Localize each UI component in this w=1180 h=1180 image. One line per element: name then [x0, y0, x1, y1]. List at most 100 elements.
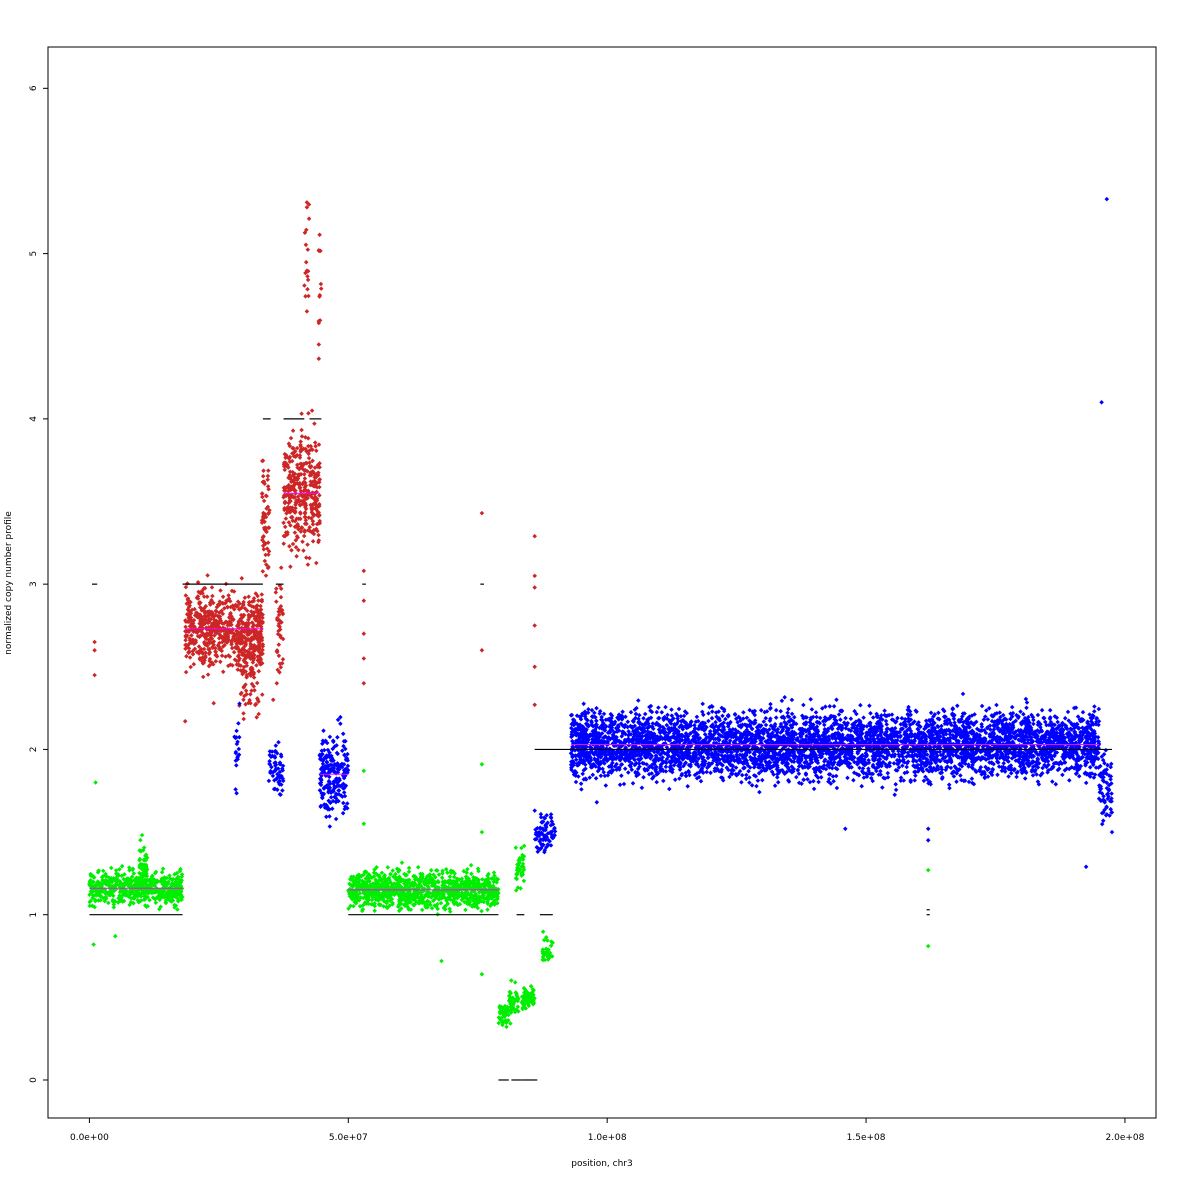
data-point-1204	[239, 576, 245, 581]
data-point-1861	[305, 277, 311, 283]
x-tick-label-0: 0.0e+00	[70, 1133, 109, 1143]
data-point-3143	[406, 869, 412, 875]
data-point-3547	[870, 715, 876, 720]
data-point-771	[220, 594, 226, 600]
data-point-690	[259, 592, 265, 597]
data-point-1796	[317, 493, 322, 498]
data-point-1302	[241, 716, 246, 722]
data-point-781	[210, 593, 215, 599]
data-point-809	[246, 594, 251, 599]
data-point-1895	[234, 763, 239, 768]
data-point-2462	[485, 907, 490, 912]
data-point-4278	[789, 711, 795, 717]
y-tick-label-2: 2	[29, 747, 39, 753]
data-point-2444	[390, 868, 395, 873]
data-point-1445	[278, 594, 284, 600]
data-point-1838	[305, 562, 311, 567]
data-point-1057	[254, 663, 259, 668]
data-point-3353	[521, 878, 527, 884]
data-point-430	[163, 900, 169, 906]
data-point-3083	[385, 865, 391, 870]
data-point-838	[209, 585, 215, 590]
data-point-1834	[307, 555, 312, 561]
data-point-1873	[303, 294, 308, 299]
data-point-1557	[288, 435, 294, 441]
data-point-1407	[266, 552, 271, 557]
x-tick-label-3: 1.5e+08	[847, 1133, 886, 1143]
data-point-1579	[299, 411, 304, 416]
data-point-1388	[265, 473, 271, 479]
data-point-1401	[261, 498, 267, 504]
data-point-2034	[327, 824, 333, 829]
data-point-2431	[415, 864, 421, 870]
data-point-4208	[617, 782, 623, 788]
data-point-902	[242, 595, 248, 600]
data-point-1384	[266, 468, 271, 473]
data-point-1526	[290, 541, 296, 547]
data-point-861	[184, 654, 189, 659]
data-point-2783	[372, 908, 377, 914]
data-point-1530	[312, 440, 318, 445]
data-points	[87, 196, 1115, 1030]
data-point-3686	[794, 774, 799, 780]
data-point-3977	[754, 783, 759, 789]
data-point-1903	[236, 746, 242, 752]
data-point-1118	[218, 588, 223, 593]
data-point-3286	[512, 980, 518, 985]
data-point-1647	[306, 411, 311, 416]
y-tick-label-0: 0	[29, 1077, 39, 1083]
data-point-4864	[1096, 706, 1102, 712]
data-point-1170	[213, 649, 219, 655]
data-point-1167	[205, 573, 210, 578]
data-point-4718	[1055, 719, 1060, 725]
data-point-579	[139, 832, 145, 838]
data-point-1829	[281, 541, 286, 546]
data-point-2094	[340, 731, 346, 737]
data-point-3033	[406, 865, 412, 871]
data-point-1868	[303, 242, 309, 248]
data-point-1467	[274, 586, 279, 591]
data-point-1256	[205, 672, 211, 677]
data-point-2489	[463, 907, 468, 913]
data-point-1883	[318, 281, 324, 287]
data-point-825	[220, 669, 226, 675]
data-point-1535	[310, 539, 316, 544]
data-point-1408	[263, 493, 269, 498]
data-point-2619	[399, 860, 405, 865]
data-point-822	[188, 664, 193, 670]
data-point-4691	[834, 697, 839, 702]
data-point-1685	[294, 554, 299, 559]
x-axis: 0.0e+00 5.0e+07 1.0e+08 1.5e+08 2.0e+08	[70, 1118, 1145, 1143]
data-point-1826	[306, 455, 312, 461]
data-point-2747	[479, 908, 484, 914]
data-point-1194	[183, 669, 189, 675]
x-tick-label-4: 2.0e+08	[1106, 1133, 1145, 1143]
data-point-3881	[625, 719, 631, 725]
data-point-4788	[1065, 709, 1071, 715]
data-point-2037	[340, 810, 346, 816]
data-point-4660	[590, 772, 596, 778]
data-point-1683	[299, 434, 305, 439]
data-point-1553	[288, 564, 293, 569]
data-point-4337	[995, 772, 1000, 778]
data-point-1893	[233, 787, 238, 792]
data-point-1979	[336, 788, 341, 793]
data-point-294	[87, 903, 93, 909]
data-point-2174	[341, 790, 347, 795]
data-point-1698	[301, 548, 306, 553]
data-point-1867	[306, 216, 312, 221]
data-point-3432	[540, 929, 546, 934]
data-point-1890	[234, 728, 239, 734]
data-point-3995	[827, 704, 833, 709]
data-point-1546	[292, 530, 298, 535]
data-point-4459	[630, 781, 636, 786]
data-point-1889	[234, 790, 239, 796]
data-point-4791	[642, 711, 648, 717]
data-point-1104	[187, 655, 193, 660]
data-point-4248	[782, 695, 787, 700]
data-point-1069	[204, 594, 210, 599]
data-point-1422	[260, 494, 265, 500]
data-point-913	[256, 598, 261, 603]
data-point-1487	[312, 421, 317, 426]
data-point-4123	[694, 714, 700, 720]
